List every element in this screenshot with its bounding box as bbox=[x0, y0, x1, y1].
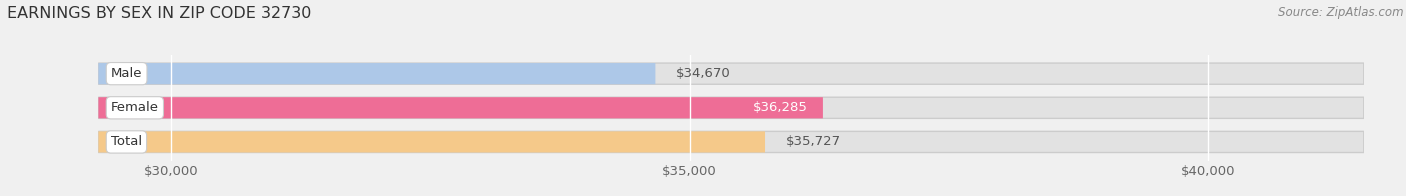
Text: $34,670: $34,670 bbox=[676, 67, 731, 80]
Text: EARNINGS BY SEX IN ZIP CODE 32730: EARNINGS BY SEX IN ZIP CODE 32730 bbox=[7, 6, 311, 21]
Text: Source: ZipAtlas.com: Source: ZipAtlas.com bbox=[1278, 6, 1403, 19]
Text: Female: Female bbox=[111, 101, 159, 114]
FancyBboxPatch shape bbox=[98, 63, 655, 84]
FancyBboxPatch shape bbox=[98, 97, 823, 118]
FancyBboxPatch shape bbox=[98, 131, 765, 152]
FancyBboxPatch shape bbox=[98, 63, 1364, 84]
FancyBboxPatch shape bbox=[98, 131, 1364, 152]
FancyBboxPatch shape bbox=[98, 97, 1364, 118]
Text: $36,285: $36,285 bbox=[752, 101, 807, 114]
Text: Male: Male bbox=[111, 67, 142, 80]
Text: Total: Total bbox=[111, 135, 142, 148]
Text: $35,727: $35,727 bbox=[786, 135, 841, 148]
